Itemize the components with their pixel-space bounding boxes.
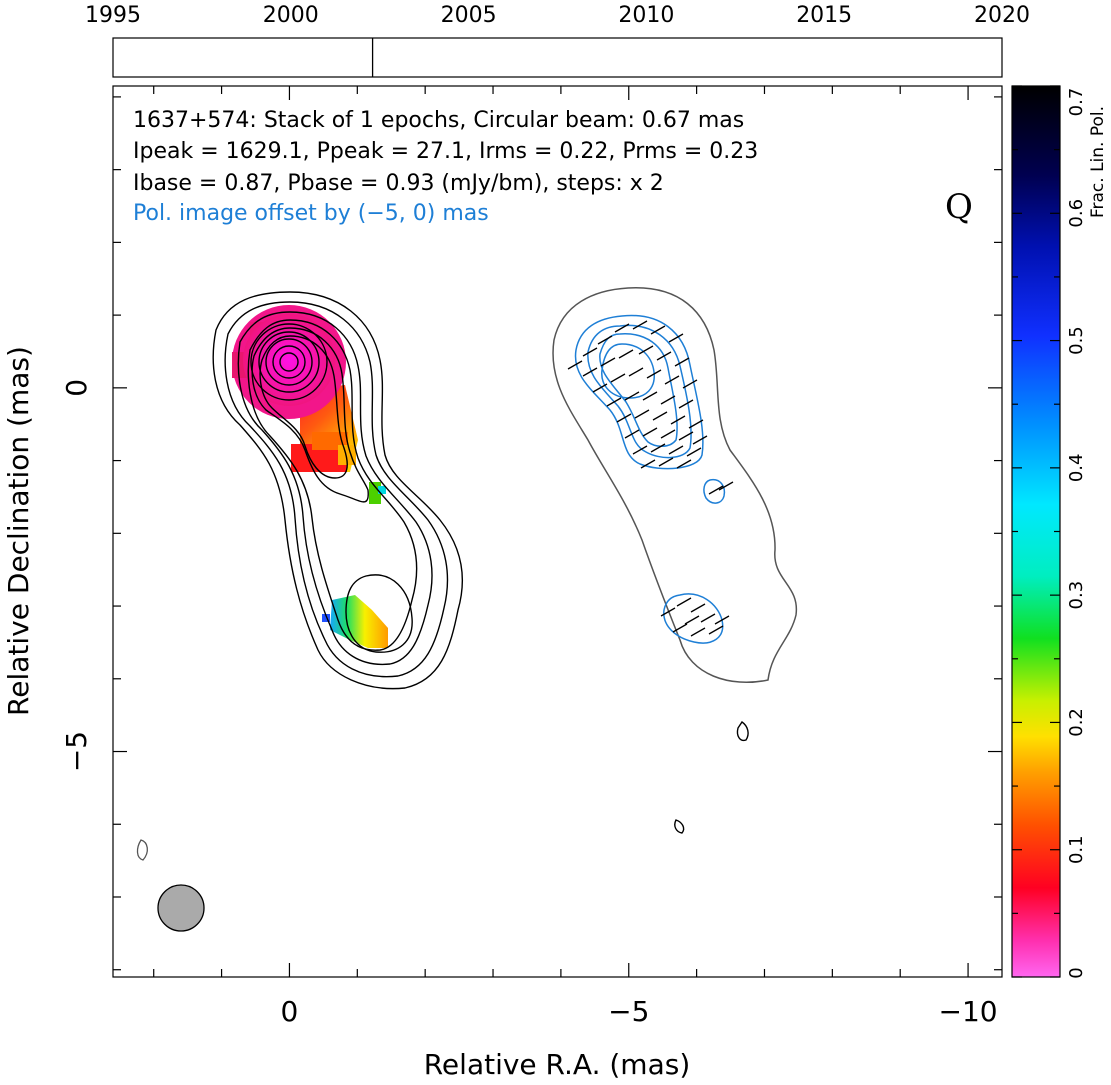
colorbar-tick-label: 0.6 [1066,199,1087,228]
evpa-tick [582,347,598,357]
timeline-year-label: 2015 [796,3,852,28]
header-line-3: Ibase = 0.87, Pbase = 0.93 (mJy/bm), ste… [133,171,664,196]
x-tick-label: −10 [939,995,998,1028]
restoring-beam [157,884,205,932]
evpa-tick [672,623,688,633]
evpa-tick [714,615,730,625]
evpa-tick [692,435,708,445]
evpa-tick [684,615,700,625]
evpa-tick [606,397,622,407]
evpa-tick [676,459,692,469]
polarized-contours [552,287,798,684]
axis-ticks [113,86,1002,977]
evpa-tick [592,383,608,393]
outer-pol-contour [552,287,798,684]
intensity-contours [212,291,749,834]
colorbar-tick-label: 0.4 [1066,454,1087,483]
evpa-tick [718,481,734,491]
colorbar-tick-label: 0.5 [1066,326,1087,355]
colorbar-tick-label: 0.3 [1066,581,1087,610]
offset-note: Pol. image offset by (−5, 0) mas [133,201,489,226]
evpa-tick [628,367,644,377]
evpa-tick [597,335,613,345]
timeline-year-label: 2010 [618,3,674,28]
evpa-tick [690,627,706,637]
colorbar-label: Frac. Lin. Pol. [1088,106,1108,218]
evpa-tick [632,445,648,455]
evpa-tick [668,333,684,343]
y-tick-label: 0 [60,379,93,397]
evpa-tick [670,415,686,425]
evpa-tick [600,357,616,367]
evpa-tick [652,411,668,421]
evpa-tick [616,413,632,423]
evpa-tick [640,459,656,469]
evpa-tick [674,357,690,367]
evpa-tick [650,443,666,453]
evpa-tick [660,395,676,405]
frac-pol-image [232,305,388,648]
timeline-year-label: 2005 [441,3,497,28]
evpa-tick [638,345,654,355]
evpa-tick [708,485,724,495]
y-tick-label: −5 [60,731,93,772]
timeline-year-label: 2000 [263,3,319,28]
evpa-tick [700,613,716,623]
evpa-tick [610,373,626,383]
evpa-tick [614,323,630,333]
epoch-timeline: 1995 2000 2005 2010 2015 2020 [85,3,1030,78]
header-line-1: 1637+574: Stack of 1 epochs, Circular be… [133,108,744,133]
x-tick-label: −5 [608,995,649,1028]
evpa-tick [632,320,648,330]
y-axis-label: Relative Declination (mas) [2,346,35,716]
evpa-tick [682,379,698,389]
evpa-tick [664,375,680,385]
evpa-tick [582,367,598,377]
timeline-year-label: 1995 [85,3,141,28]
evpa-tick [656,351,672,361]
evpa-tick [624,391,640,401]
evpa-tick [690,603,706,613]
evpa-tick [646,369,662,379]
evpa-tick [634,409,650,419]
y-tick-labels: 0 −5 [60,379,93,772]
evpa-tick [660,429,676,439]
evpa-tick [642,391,658,401]
colorbar-tick-label: 0.2 [1066,708,1087,737]
evpa-tick [686,447,702,457]
colorbar: 0 0.1 0.2 0.3 0.4 0.5 0.6 0.7 Frac. Lin. Pol. [1011,85,1108,979]
x-tick-label: 0 [281,995,299,1028]
x-axis-label: Relative R.A. (mas) [424,1048,691,1081]
colorbar-tick-label: 0.1 [1066,835,1087,864]
colorbar-tick-label: 0.7 [1066,88,1087,117]
evpa-tick [708,625,724,635]
evpa-tick [618,349,634,359]
evpa-tick [668,445,684,455]
evpa-tick [642,427,658,437]
evpa-tick [650,325,666,335]
colorbar-tick-label: 0 [1066,967,1087,978]
evpa-tick [624,429,640,439]
evpa-tick [676,597,692,607]
evpa-tick [678,399,694,409]
edge-contour [136,839,148,861]
evpa-tick [688,419,704,429]
evpa-tick [678,431,694,441]
evpa-tick [658,457,674,467]
plot-frame [112,85,1003,978]
stokes-label: Q [945,187,973,227]
x-tick-labels: 0 −5 −10 [281,995,998,1028]
header-line-2: Ipeak = 1629.1, Ppeak = 27.1, Irms = 0.2… [133,139,758,164]
evpa-tick [660,607,676,617]
evpa-tick [567,360,583,370]
timeline-year-label: 2020 [974,3,1030,28]
